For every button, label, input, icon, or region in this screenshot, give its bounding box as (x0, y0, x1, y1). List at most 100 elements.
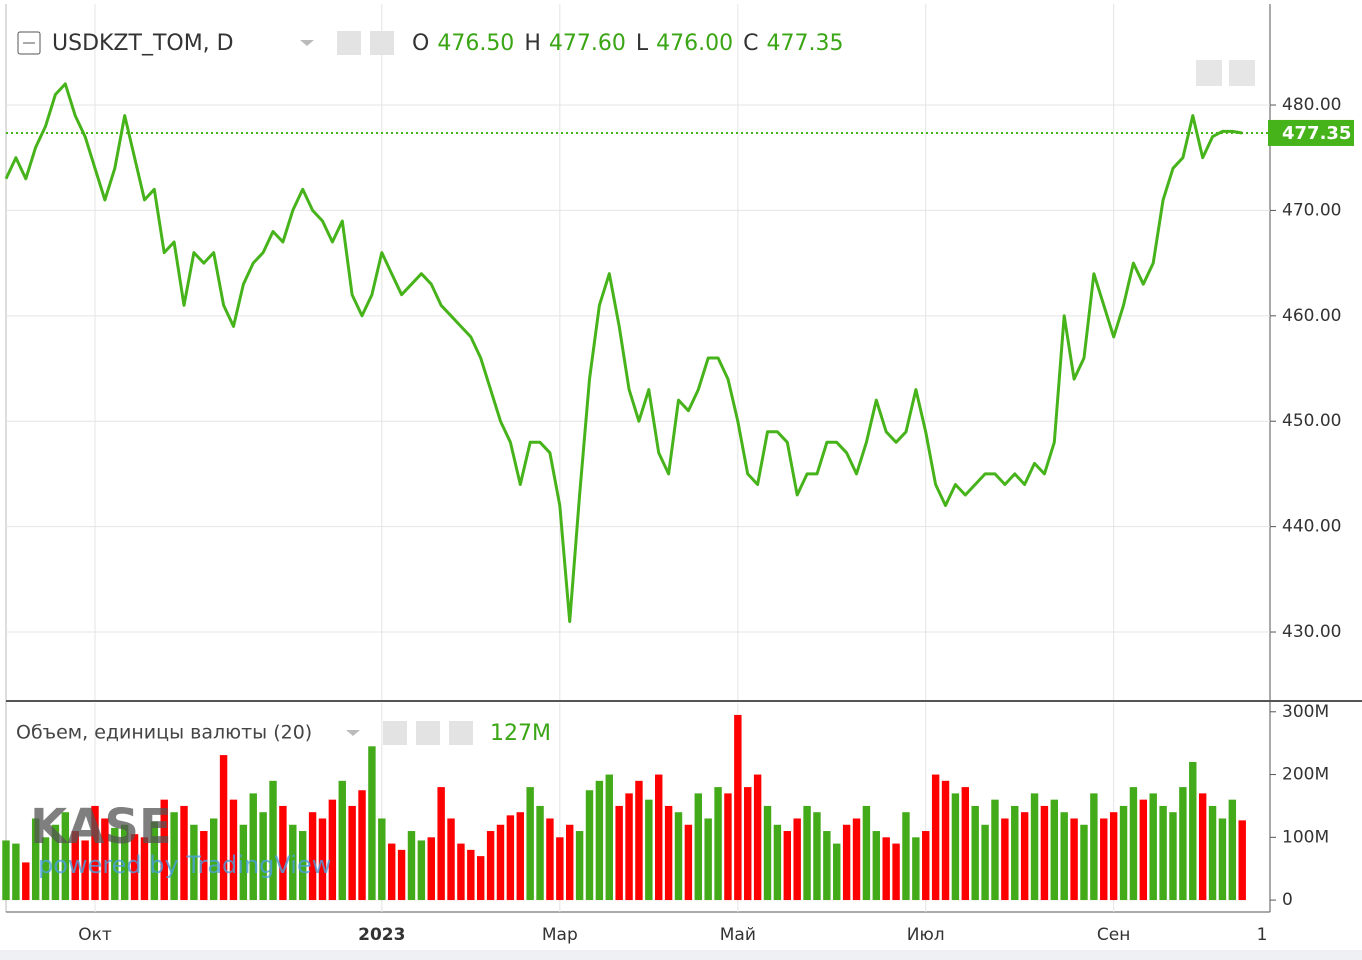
volume-bar (605, 774, 613, 901)
volume-bar (1208, 805, 1217, 901)
volume-bar (387, 843, 396, 901)
x-tick-label: Окт (78, 925, 112, 945)
volume-bar (744, 787, 752, 901)
volume-bar (170, 812, 178, 901)
y-tick-label: 430.00 (1282, 622, 1341, 642)
ohlc-key: H (524, 31, 541, 56)
dropdown[interactable] (346, 730, 360, 736)
volume-bar (556, 837, 564, 901)
volume-bar (22, 862, 30, 901)
price-pane (4, 82, 1270, 623)
volume-bar (1011, 805, 1019, 901)
volume-bar (971, 805, 979, 901)
eye-button[interactable] (337, 31, 361, 55)
volume-bar (991, 799, 999, 901)
volume-bar (180, 805, 188, 901)
volume-bar (1179, 787, 1187, 901)
x-tick-label: Май (720, 925, 756, 945)
volume-bar (239, 824, 248, 901)
x-tick-label: Сен (1097, 925, 1130, 945)
y-tick-label: 0 (1282, 890, 1293, 910)
volume-bar (308, 812, 317, 901)
volume-bar (1119, 805, 1128, 901)
volume-pane (2, 714, 1246, 901)
volume-bar (41, 837, 50, 901)
settings-button[interactable] (416, 721, 440, 745)
volume-bar (645, 799, 653, 901)
volume-bar (981, 824, 989, 901)
last-price-box (1268, 119, 1354, 146)
volume-bar (1129, 787, 1138, 901)
volume-bar (2, 840, 10, 901)
ohlc-value: 476.00 (656, 31, 733, 56)
volume-bar (101, 818, 109, 901)
volume-bar (1149, 793, 1157, 901)
scale-button[interactable] (1196, 60, 1222, 86)
volume-bar (1218, 818, 1227, 901)
volume-bar (793, 818, 801, 901)
volume-bar (259, 812, 267, 901)
volume-bar (585, 790, 594, 901)
volume-bar (130, 834, 139, 901)
volume-bar (714, 787, 722, 901)
volume-bar (111, 827, 119, 901)
volume-bar (1070, 818, 1078, 901)
volume-bar (674, 812, 683, 901)
volume-bar (734, 714, 742, 901)
volume-bar (368, 746, 376, 901)
settings-button[interactable] (370, 31, 394, 55)
ohlc-key: O (412, 31, 429, 56)
volume-bar (348, 805, 356, 901)
x-tick-label: Июл (907, 925, 945, 945)
volume-bar (912, 837, 920, 901)
volume-bar (219, 755, 228, 901)
y-tick-label: 100M (1282, 827, 1329, 847)
y-tick-label: 300M (1282, 702, 1329, 722)
grid (6, 4, 1270, 912)
scale-button[interactable] (1229, 60, 1255, 86)
volume-bar (1139, 799, 1148, 901)
volume-bar (358, 790, 366, 901)
volume-bar (289, 824, 297, 901)
volume-bar (655, 774, 663, 901)
volume-bar (1090, 793, 1098, 901)
volume-bar (477, 856, 485, 901)
dropdown[interactable] (300, 40, 314, 46)
volume-bar (763, 805, 772, 901)
ohlc-key: C (743, 31, 758, 56)
volume-bar (951, 793, 960, 901)
volume-bar (546, 818, 554, 901)
volume-bar (229, 799, 238, 901)
volume-bar (1109, 812, 1118, 901)
volume-bar (625, 793, 633, 901)
volume-bar (813, 812, 821, 901)
volume-bar (1060, 812, 1068, 901)
volume-bar (852, 818, 861, 901)
last-price-label: 477.35 (1282, 123, 1351, 144)
volume-bar (664, 805, 673, 901)
volume-bar (1228, 799, 1237, 901)
x-tick-label: Мар (542, 925, 578, 945)
watermark-credit: powered by TradingView (38, 851, 331, 879)
volume-bar (407, 831, 416, 901)
volume-bar (1001, 818, 1009, 901)
y-tick-label: 470.00 (1282, 200, 1341, 220)
volume-bar (12, 843, 20, 901)
x-tick-label: 2023 (358, 925, 405, 945)
ohlc-key: L (636, 31, 649, 56)
volume-bar (417, 840, 426, 901)
x-tick-label: 1 (1257, 925, 1268, 945)
volume-bar (1050, 799, 1059, 901)
volume-bar (140, 837, 149, 901)
volume-bar (437, 787, 445, 901)
close-button[interactable] (449, 721, 473, 745)
volume-bar (862, 805, 871, 901)
volume-bar (724, 793, 732, 901)
volume-bar (872, 831, 881, 901)
eye-button[interactable] (383, 721, 407, 745)
volume-bar (941, 780, 950, 901)
volume-bar (823, 831, 831, 901)
volume-bar (397, 849, 406, 901)
collapse-button[interactable] (17, 31, 41, 55)
